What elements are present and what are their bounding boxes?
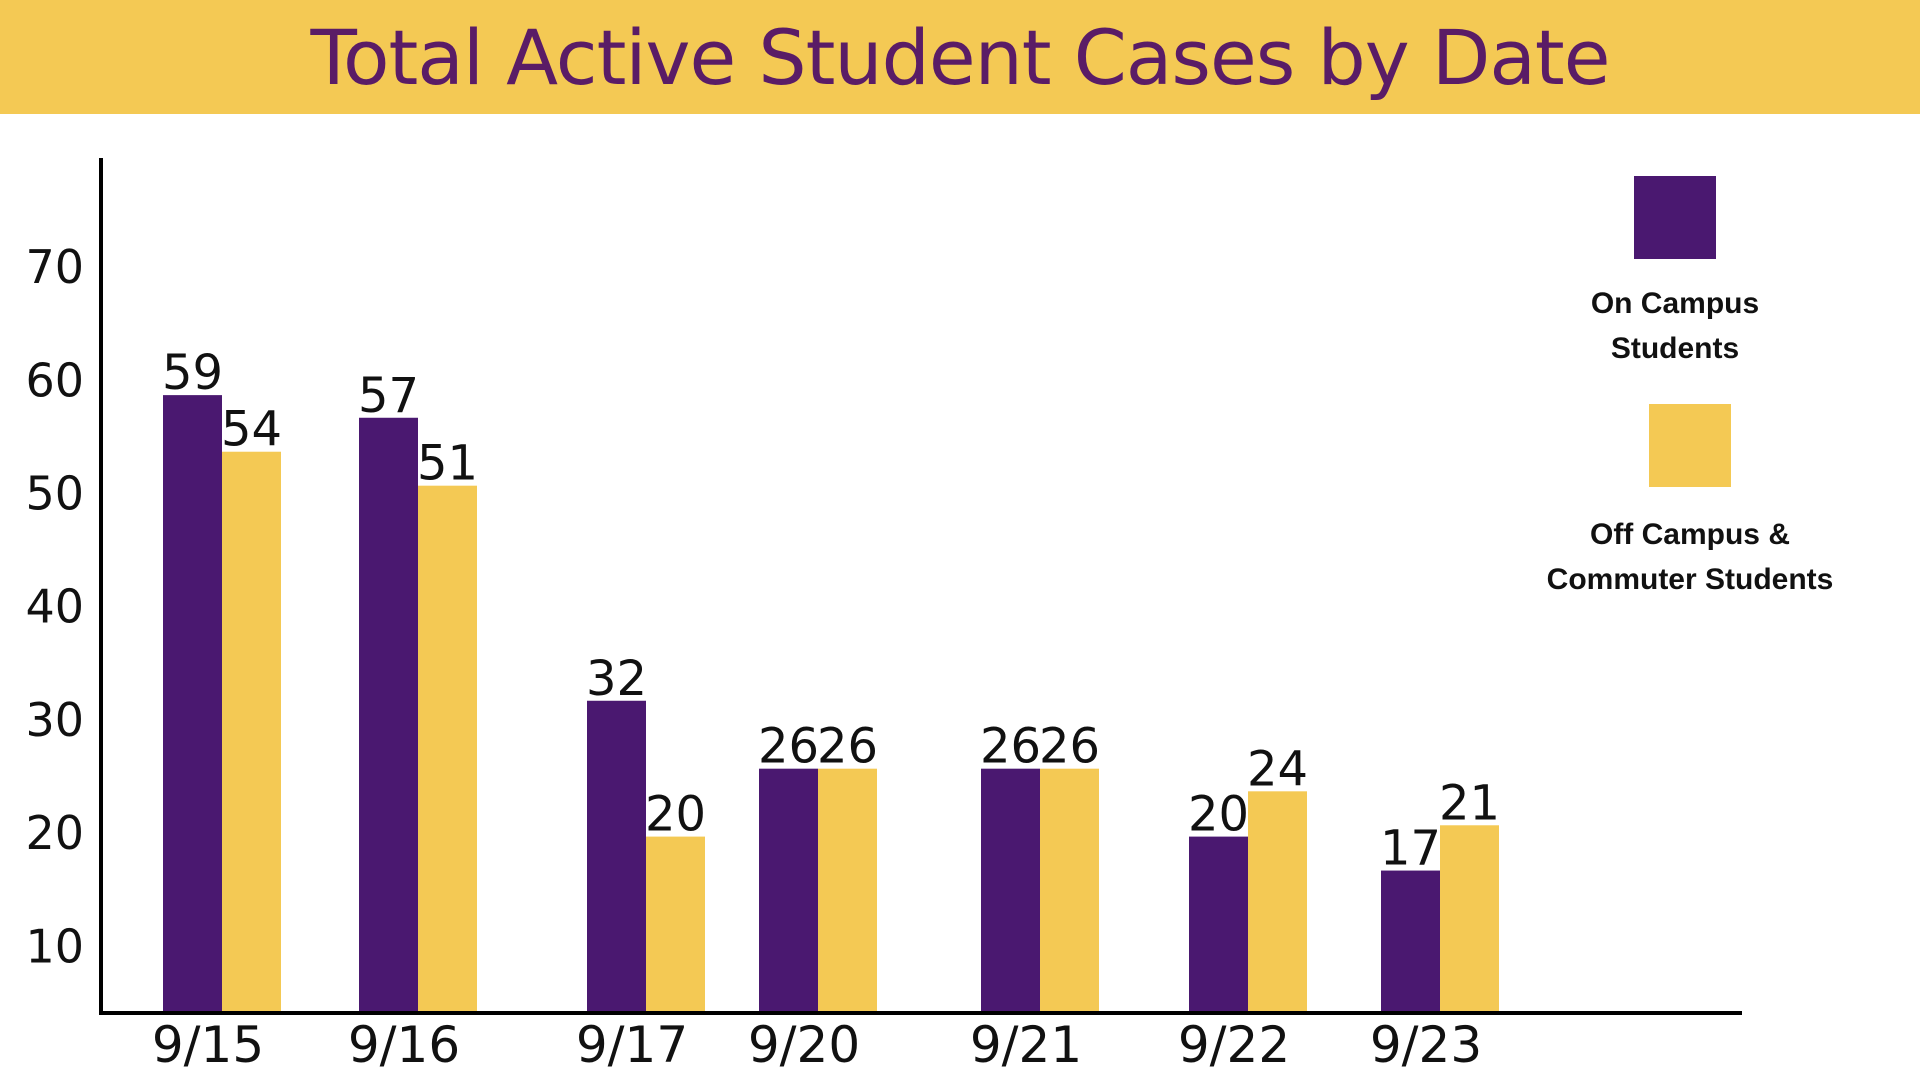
y-tick-label: 30 [25,693,84,747]
y-tick-label: 50 [25,467,84,521]
data-label-off-campus: 24 [1247,741,1308,797]
data-label-off-campus: 54 [221,402,282,458]
data-label-off-campus: 26 [1039,719,1100,775]
legend-label-off-campus: Off Campus & Commuter Students [1546,518,1834,596]
bar-on-campus [759,768,818,1013]
legend-swatch-on-campus [1634,176,1716,259]
x-tick-label: 9/21 [970,1016,1082,1074]
bar-on-campus [981,768,1040,1013]
bar-off-campus [1440,825,1499,1013]
bar-on-campus [359,417,418,1013]
bar-off-campus [418,485,477,1013]
data-label-off-campus: 20 [645,787,706,843]
data-label-on-campus: 59 [162,345,223,401]
bar-on-campus [587,700,646,1013]
bar-off-campus [646,836,705,1013]
data-label-on-campus: 26 [758,719,819,775]
legend-label-on-campus: On Campus Students [1590,287,1760,365]
y-tick-label: 10 [25,919,84,973]
y-tick-label: 40 [25,580,84,634]
x-tick-label: 9/20 [748,1016,860,1074]
data-label-on-campus: 26 [980,719,1041,775]
chart-title: Total Active Student Cases by Date [310,12,1610,102]
data-label-off-campus: 26 [817,719,878,775]
data-label-off-campus: 51 [417,436,478,492]
y-tick-label: 20 [25,806,84,860]
data-label-on-campus: 32 [586,651,647,707]
data-label-on-campus: 20 [1188,787,1249,843]
x-tick-label: 9/23 [1370,1016,1482,1074]
legend-item-on-campus: On Campus Students [1560,176,1790,371]
bar-off-campus [818,768,877,1013]
y-tick-label: 60 [25,353,84,407]
x-tick-label: 9/17 [576,1016,688,1074]
x-tick-label: 9/15 [152,1016,264,1074]
data-label-on-campus: 57 [358,368,419,424]
bar-off-campus [1040,768,1099,1013]
x-tick-label: 9/22 [1178,1016,1290,1074]
x-tick-label: 9/16 [348,1016,460,1074]
bar-on-campus [163,395,222,1013]
legend-item-off-campus: Off Campus & Commuter Students [1510,404,1870,602]
bar-on-campus [1381,870,1440,1013]
data-label-off-campus: 21 [1439,775,1500,831]
bar-off-campus [1248,791,1307,1013]
legend-swatch-off-campus [1649,404,1731,487]
bar-off-campus [222,451,281,1014]
title-band: Total Active Student Cases by Date [0,0,1920,114]
y-tick-label: 70 [25,240,84,294]
data-label-on-campus: 17 [1380,821,1441,877]
bar-on-campus [1189,836,1248,1013]
